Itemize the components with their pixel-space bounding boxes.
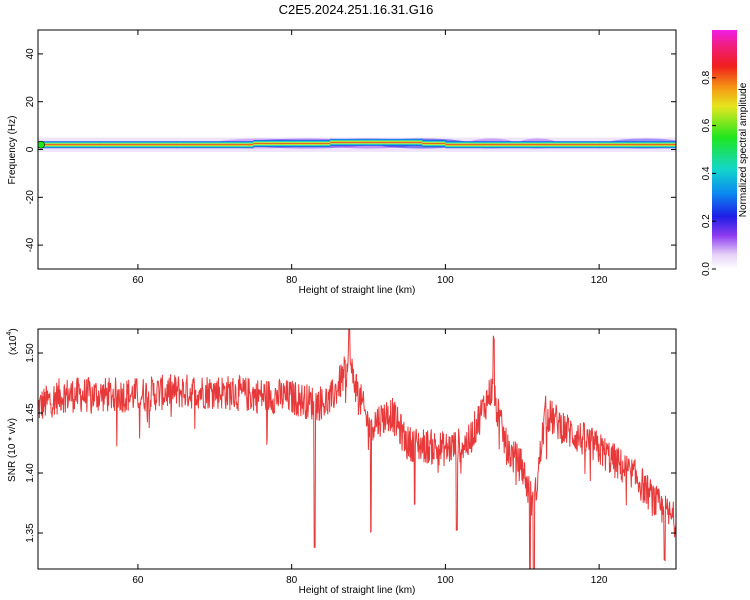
spectrogram-ridge-segment — [330, 138, 385, 146]
spectrogram-ridge-segment — [38, 141, 100, 149]
spectrogram-ylabel: Frequency (Hz) — [7, 116, 18, 185]
snr-scale-base: (x10 — [8, 335, 19, 355]
spectrogram-ridge-segment — [99, 141, 177, 149]
spectrogram-ytick-label: -40 — [25, 237, 36, 252]
snr-scale-exp: 4 — [6, 332, 13, 336]
snr-ytick-label: 1.50 — [25, 343, 36, 363]
colorbar-tick-label: 0.8 — [701, 70, 712, 84]
spectrogram-ytick-label: 20 — [25, 96, 36, 108]
snr-xtick-label: 100 — [437, 575, 454, 586]
figure-title: C2E5.2024.251.16.31.G16 — [279, 2, 434, 17]
spectrogram-ridge-segment — [422, 140, 446, 148]
spectrogram-ytick-label: 40 — [25, 48, 36, 60]
colorbar-label: Normalized spectral amplitude — [738, 82, 749, 217]
snr-xtick-label: 60 — [132, 575, 144, 586]
spectrogram-ridge-segment — [383, 138, 423, 146]
snr-ytick-label: 1.45 — [25, 403, 36, 423]
snr-frame — [37, 328, 677, 570]
spectrogram-xtick-label: 100 — [437, 275, 454, 286]
spectrogram-xtick-label: 120 — [591, 275, 608, 286]
spectrogram-xlabel: Height of straight line (km) — [299, 285, 416, 296]
svg-text:(x104): (x104) — [6, 328, 19, 355]
colorbar-gradient — [712, 30, 737, 269]
spectrogram-xtick-label: 60 — [132, 275, 144, 286]
snr-xtick-label: 120 — [591, 575, 608, 586]
spectrogram-ridge-start — [38, 140, 45, 149]
spectrogram-ytick-label: 0 — [25, 146, 36, 152]
spectrogram-ridge-segment — [537, 141, 600, 149]
spectrogram-ridge-segment — [483, 141, 539, 149]
spectrogram-ridge-segment — [599, 141, 676, 149]
colorbar: 0.0 0.2 0.4 0.6 0.8 Normalized spectral ampl… — [701, 30, 749, 276]
snr-ytick-label: 1.35 — [25, 523, 36, 543]
spectrogram-ytick-label: -20 — [25, 190, 36, 205]
snr-scale-label: (x104) — [6, 328, 19, 355]
snr-ylabel: SNR (10 * v/v) — [7, 418, 18, 482]
snr-series-line — [38, 329, 676, 569]
colorbar-tick-label: 0.2 — [701, 214, 712, 228]
spectrogram-ridge-segment — [253, 140, 331, 148]
spectrogram-ridge-segment — [176, 141, 254, 149]
spectrogram-ridge-segment — [445, 141, 485, 149]
spectrogram-plot-area — [38, 137, 676, 152]
snr-xlabel: Height of straight line (km) — [299, 585, 416, 596]
snr-panel: 1.50 1.45 1.40 1.35 60 80 100 120 Height of st… — [6, 328, 677, 596]
snr-plot-area — [38, 329, 676, 569]
spectrogram-xtick-label: 80 — [286, 275, 298, 286]
spectrogram-panel: 40 20 0 -20 -40 60 80 100 120 Height of straigh… — [7, 29, 677, 296]
colorbar-tick-label: 0.4 — [701, 166, 712, 180]
colorbar-tick-label: 0.6 — [701, 118, 712, 132]
snr-ytick-label: 1.40 — [25, 463, 36, 483]
colorbar-tick-label: 0.0 — [701, 262, 712, 276]
snr-xtick-label: 80 — [286, 575, 298, 586]
